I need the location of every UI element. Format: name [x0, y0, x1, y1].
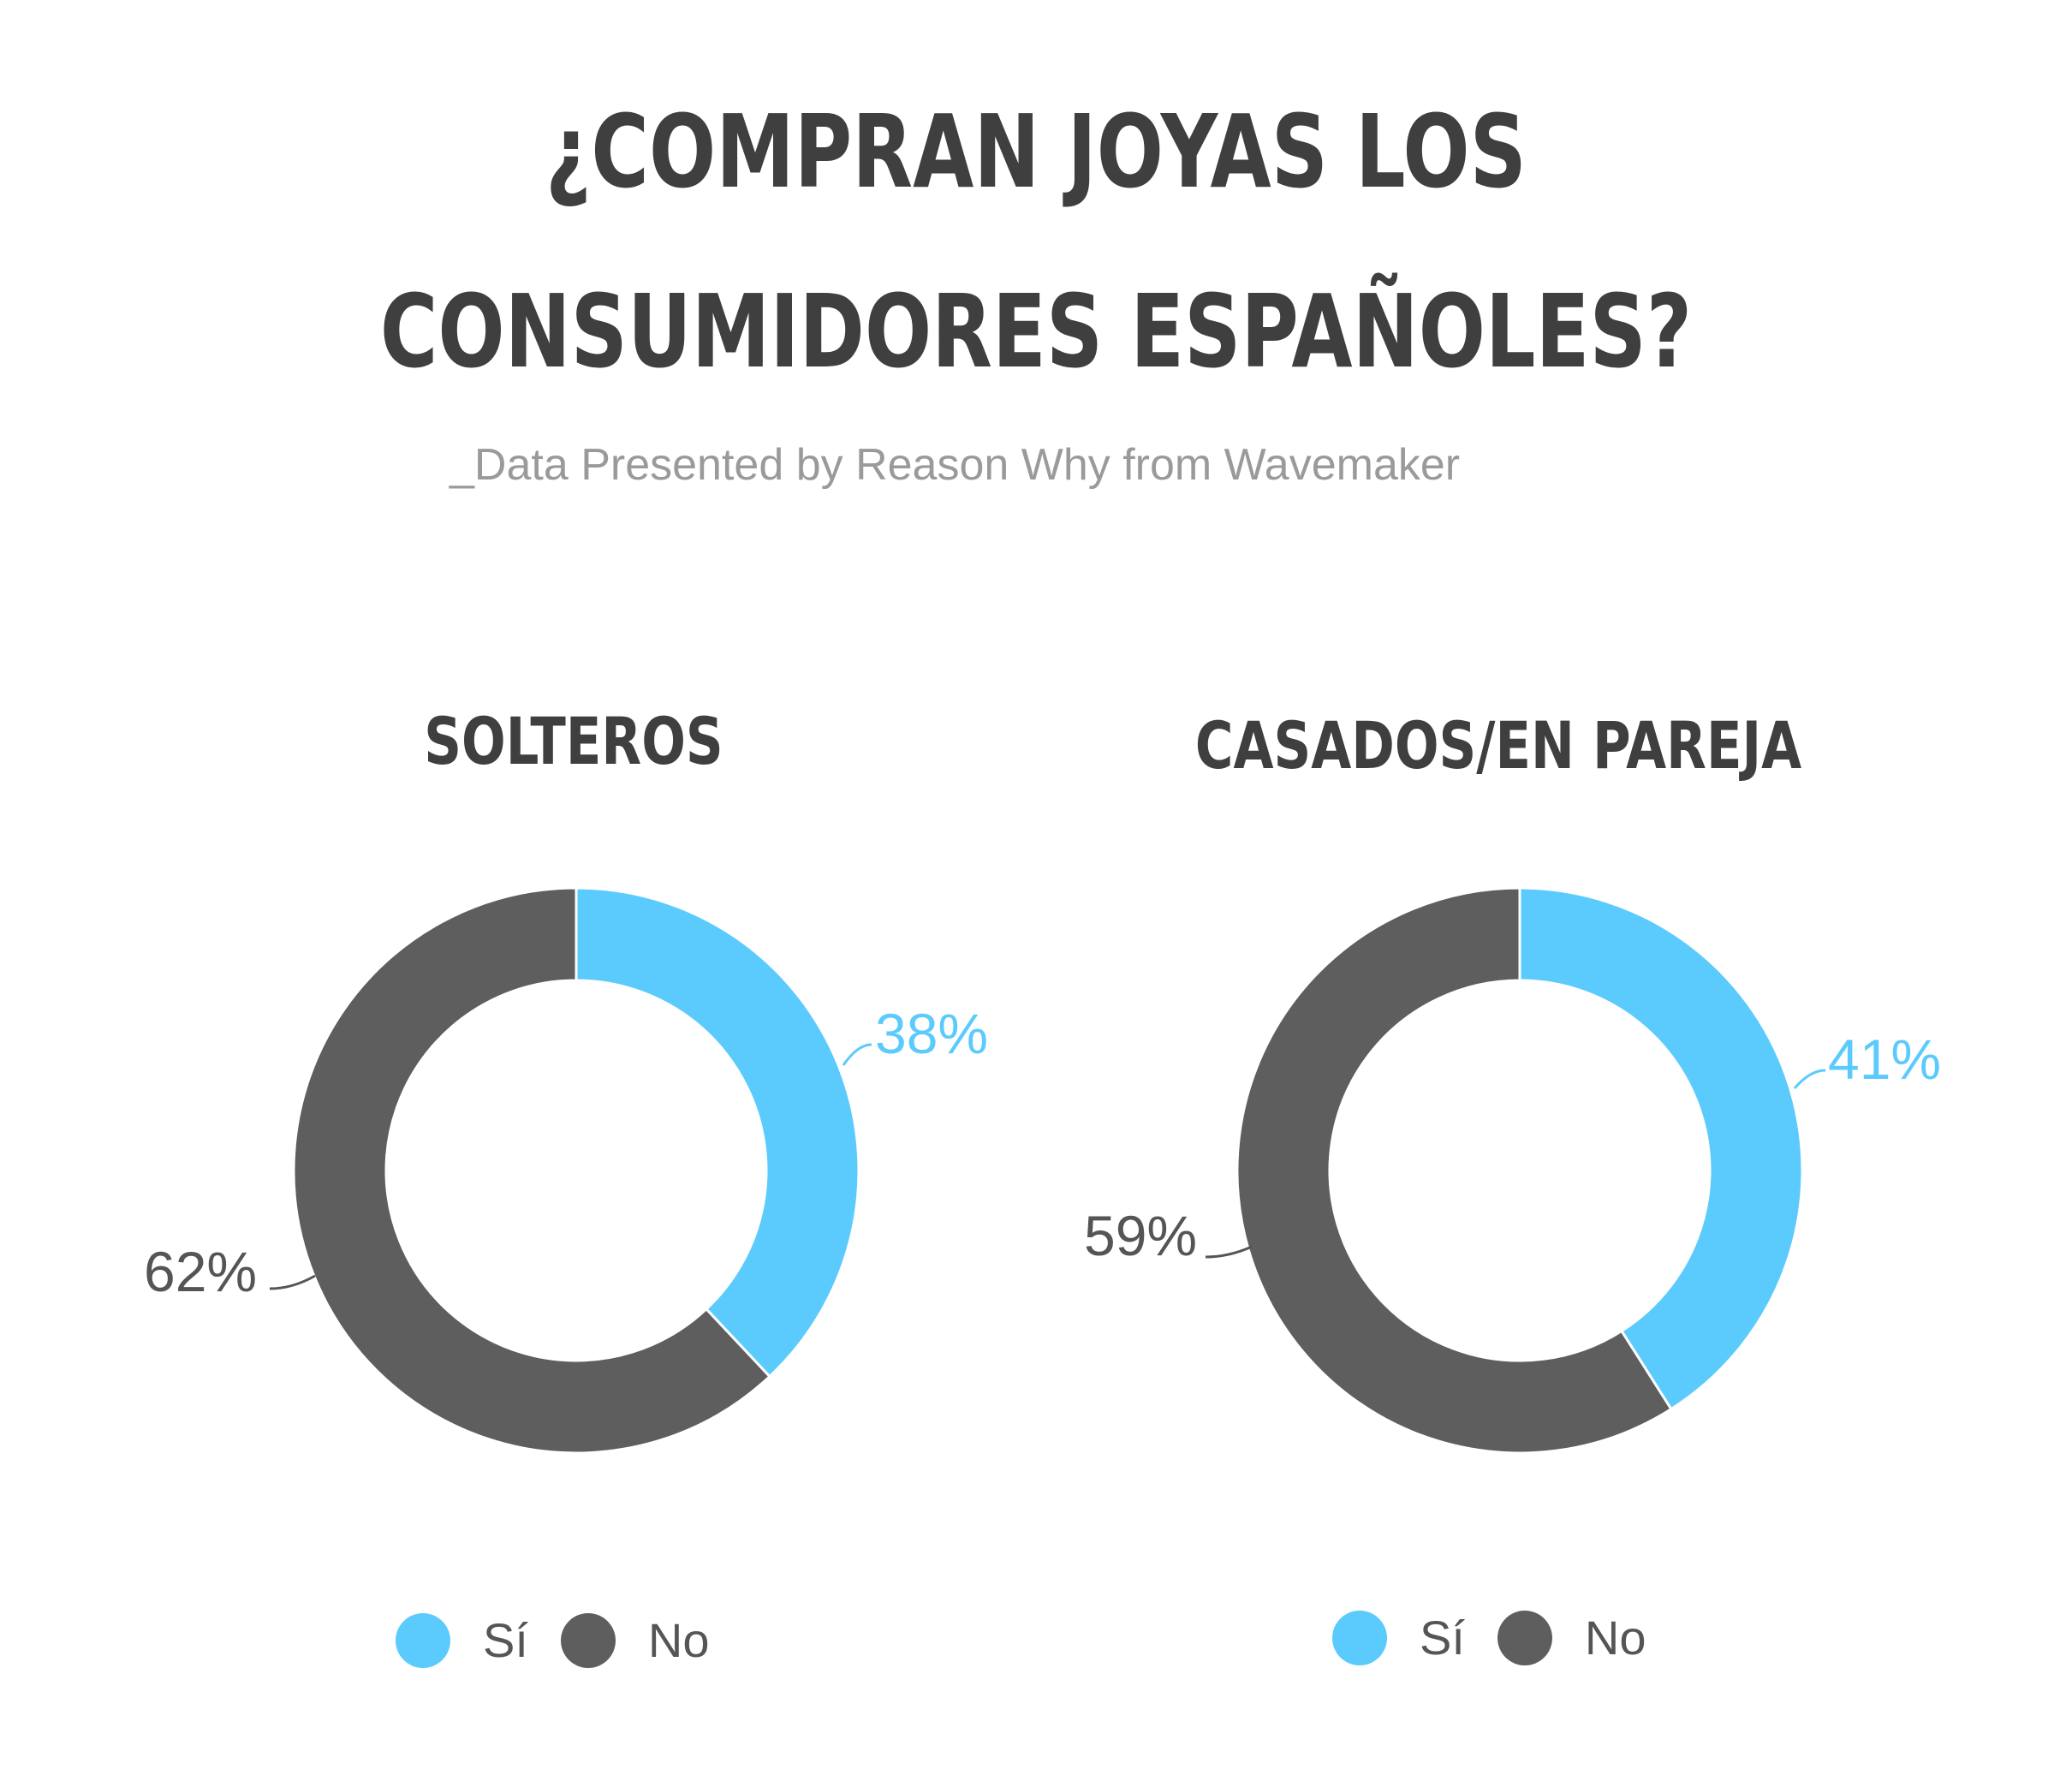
legend-label-si: Sí	[1420, 1611, 1465, 1665]
subtitle: _Data Presented by Reason Why from Wavem…	[450, 440, 1461, 490]
donut-slice-no	[292, 886, 772, 1455]
legend-label-no: No	[647, 1613, 710, 1667]
page-title-line-2: CONSUMIDORES ESPAÑOLES?	[379, 272, 1693, 390]
legend-item-no: No	[1497, 1610, 1646, 1665]
legend-casados: Sí No	[1332, 1610, 1679, 1665]
data-label-leader-no	[1205, 1245, 1253, 1259]
legend-swatch-no	[560, 1612, 616, 1668]
chart-title-casados: CASADOS/EN PAREJA	[1194, 707, 1802, 783]
page-title-line-1: ¿COMPRAN JOYAS LOS	[545, 92, 1527, 211]
legend-swatch-no	[1497, 1610, 1552, 1665]
legend-label-si: Sí	[483, 1613, 528, 1667]
legend-label-no: No	[1584, 1611, 1646, 1665]
donut-slice-si	[575, 886, 860, 1379]
donut-slice-no	[1235, 886, 1673, 1455]
legend-swatch-si	[396, 1612, 450, 1668]
legend-item-si: Sí	[1332, 1610, 1465, 1665]
data-label-si: 41%	[1828, 1028, 1941, 1091]
legend-solteros: Sí No	[396, 1612, 742, 1668]
legend-item-no: No	[560, 1612, 710, 1668]
data-label-no: 62%	[144, 1240, 257, 1303]
chart-title-solteros: SOLTEROS	[424, 703, 723, 779]
legend-swatch-si	[1332, 1610, 1387, 1665]
data-label-leader-si	[1793, 1069, 1826, 1089]
data-label-no: 59%	[1084, 1204, 1197, 1267]
legend-item-si: Sí	[396, 1612, 528, 1668]
donut-slice-si	[1518, 886, 1804, 1411]
data-label-si: 38%	[875, 1002, 988, 1065]
data-label-leader-no	[269, 1274, 316, 1290]
data-label-leader-si	[842, 1043, 872, 1066]
